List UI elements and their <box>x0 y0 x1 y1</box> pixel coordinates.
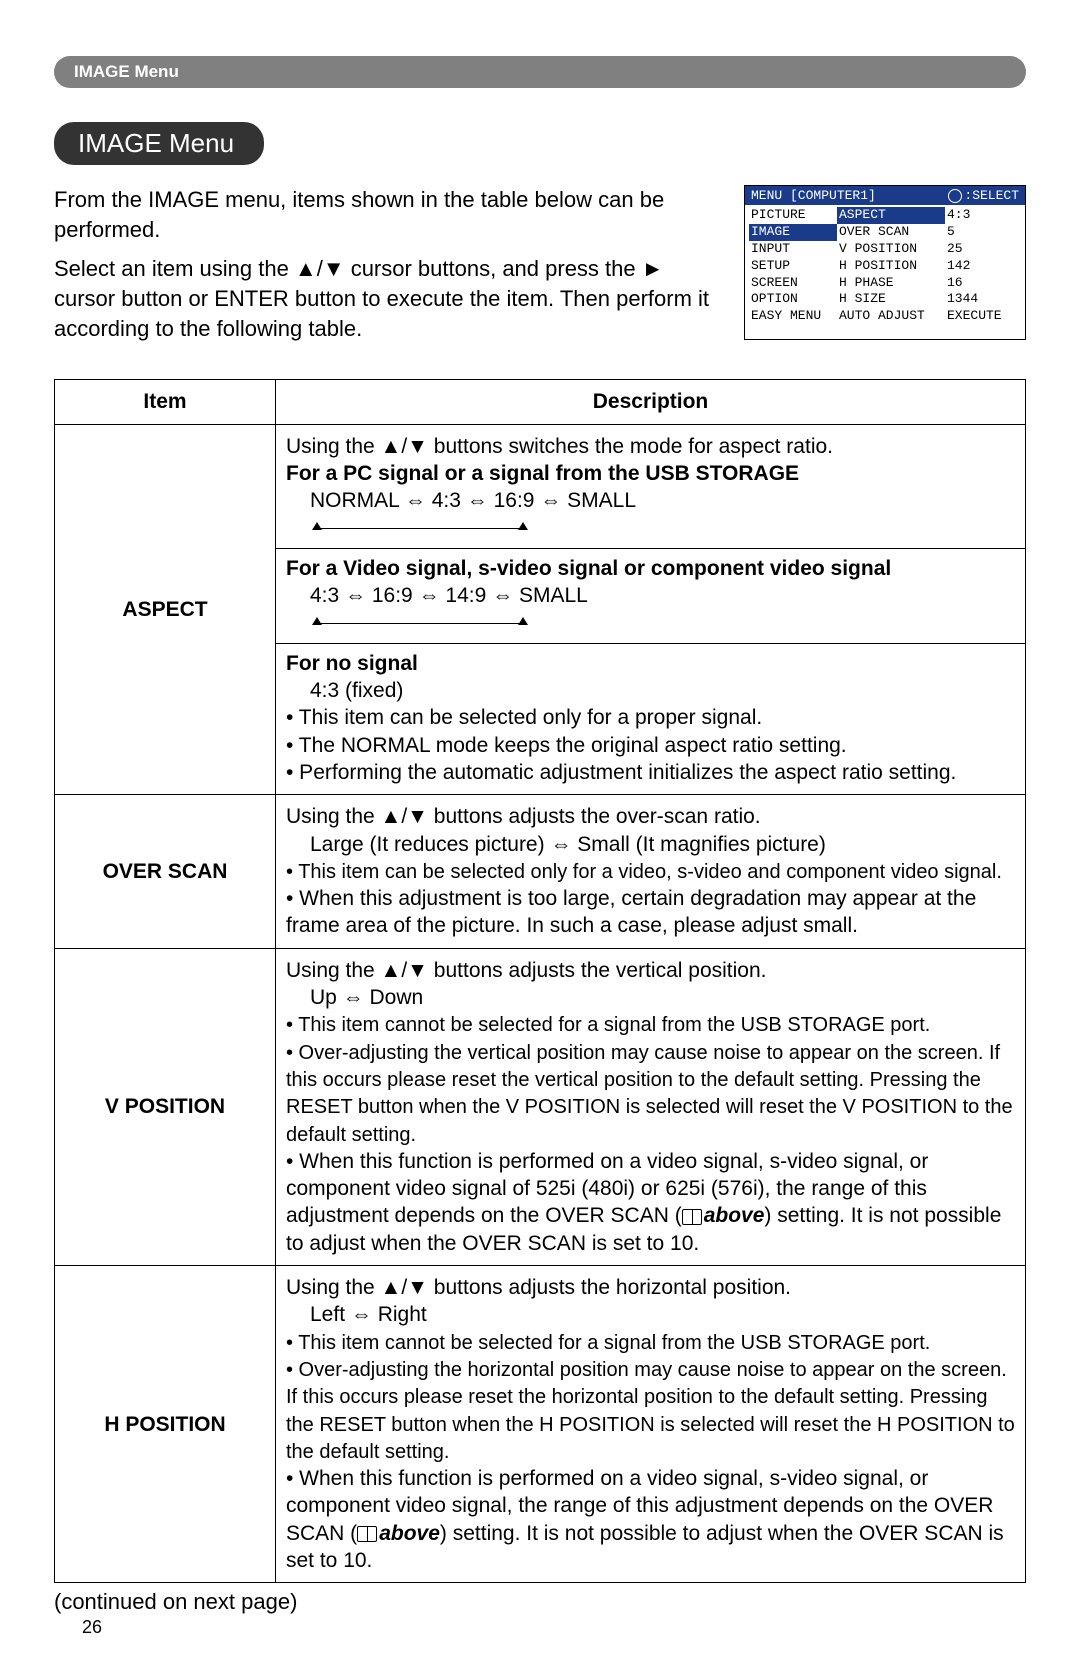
row-aspect-desc: Using the ▲/▼ buttons switches the mode … <box>276 424 1026 795</box>
osd-item: AUTO ADJUST <box>837 308 945 325</box>
osd-cat: INPUT <box>749 241 837 258</box>
continued-note: (continued on next page) <box>54 1589 1026 1615</box>
intro-text: From the IMAGE menu, items shown in the … <box>54 185 724 353</box>
osd-item: OVER SCAN <box>837 224 945 241</box>
osd-value: 16 <box>945 275 1021 292</box>
osd-title-left: MENU [COMPUTER1] <box>751 188 876 203</box>
osd-categories: PICTURE IMAGE INPUT SETUP SCREEN OPTION … <box>749 207 837 325</box>
row-vposition-name: V POSITION <box>55 948 276 1265</box>
divider <box>276 643 1025 644</box>
osd-cat: SETUP <box>749 258 837 275</box>
page-header-text: IMAGE Menu <box>74 62 179 81</box>
osd-value: 5 <box>945 224 1021 241</box>
osd-cat-selected: IMAGE <box>749 224 837 241</box>
osd-item: H POSITION <box>837 258 945 275</box>
row-hposition-desc: Using the ▲/▼ buttons adjusts the horizo… <box>276 1266 1026 1583</box>
section-title: IMAGE Menu <box>54 122 264 165</box>
row-overscan-name: OVER SCAN <box>55 795 276 948</box>
osd-item-selected: ASPECT <box>837 207 945 224</box>
osd-cat: OPTION <box>749 291 837 308</box>
select-icon <box>948 189 962 203</box>
row-hposition: H POSITION Using the ▲/▼ buttons adjusts… <box>55 1266 1026 1583</box>
osd-cat: PICTURE <box>749 207 837 224</box>
osd-title-right: :SELECT <box>948 188 1019 203</box>
book-icon <box>357 1526 377 1542</box>
page-header: IMAGE Menu <box>54 56 1026 88</box>
row-overscan-desc: Using the ▲/▼ buttons adjusts the over-s… <box>276 795 1026 948</box>
row-vposition-desc: Using the ▲/▼ buttons adjusts the vertic… <box>276 948 1026 1265</box>
th-desc: Description <box>276 380 1026 424</box>
th-item: Item <box>55 380 276 424</box>
osd-values: 4:3 5 25 142 16 1344 EXECUTE <box>945 207 1021 325</box>
osd-titlebar: MENU [COMPUTER1] :SELECT <box>745 186 1025 205</box>
osd-value: 1344 <box>945 291 1021 308</box>
book-icon <box>682 1209 702 1225</box>
settings-table: Item Description ASPECT Using the ▲/▼ bu… <box>54 379 1026 1583</box>
intro-p1: From the IMAGE menu, items shown in the … <box>54 185 724 244</box>
osd-value: EXECUTE <box>945 308 1021 325</box>
intro-p2: Select an item using the ▲/▼ cursor butt… <box>54 254 724 343</box>
osd-value: 25 <box>945 241 1021 258</box>
osd-item: V POSITION <box>837 241 945 258</box>
osd-cat: EASY MENU <box>749 308 837 325</box>
osd-value: 4:3 <box>945 207 1021 224</box>
row-overscan: OVER SCAN Using the ▲/▼ buttons adjusts … <box>55 795 1026 948</box>
row-hposition-name: H POSITION <box>55 1266 276 1583</box>
row-vposition: V POSITION Using the ▲/▼ buttons adjusts… <box>55 948 1026 1265</box>
osd-items: ASPECT OVER SCAN V POSITION H POSITION H… <box>837 207 945 325</box>
osd-value: 142 <box>945 258 1021 275</box>
row-aspect: ASPECT Using the ▲/▼ buttons switches th… <box>55 424 1026 795</box>
osd-item: H SIZE <box>837 291 945 308</box>
osd-cat: SCREEN <box>749 275 837 292</box>
row-aspect-name: ASPECT <box>55 424 276 795</box>
osd-item: H PHASE <box>837 275 945 292</box>
loop-arrow-icon <box>310 524 530 534</box>
page-number: 26 <box>82 1617 1026 1638</box>
loop-arrow-icon <box>310 619 530 629</box>
osd-menu-screenshot: MENU [COMPUTER1] :SELECT PICTURE IMAGE I… <box>744 185 1026 340</box>
osd-body: PICTURE IMAGE INPUT SETUP SCREEN OPTION … <box>745 205 1025 339</box>
divider <box>276 548 1025 549</box>
